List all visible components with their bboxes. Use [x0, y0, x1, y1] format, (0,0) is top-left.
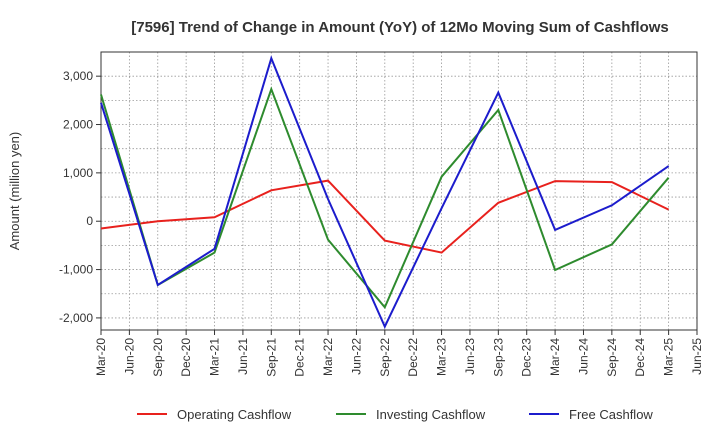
y-tick-label: -1,000	[59, 263, 93, 277]
x-tick-label: Sep-21	[264, 338, 278, 377]
y-tick-label: -2,000	[59, 311, 93, 325]
y-tick-label: 3,000	[63, 69, 93, 83]
y-tick-label: 0	[86, 214, 93, 228]
x-tick-label: Dec-24	[633, 338, 647, 377]
y-tick-label: 2,000	[63, 118, 93, 132]
plot-frame	[100, 51, 698, 331]
x-tick-label: Mar-22	[321, 338, 335, 376]
y-axis-label: Amount (million yen)	[7, 132, 22, 251]
x-tick-label: Jun-20	[122, 338, 136, 375]
x-axis-ticks: Mar-20 Jun-20 Sep-20 Dec-20 Mar-21 Jun-21 Sep-…	[94, 330, 704, 377]
x-tick-label: Jun-21	[236, 338, 250, 375]
x-tick-label: Mar-24	[548, 338, 562, 376]
x-tick-label: Jun-25	[690, 338, 704, 375]
x-tick-label: Dec-21	[293, 338, 307, 377]
x-tick-label: Mar-21	[208, 338, 222, 376]
x-tick-label: Sep-23	[491, 338, 505, 377]
free-cashflow-line	[100, 55, 670, 329]
investing-cashflow-legend-label: Investing Cashflow	[376, 407, 486, 422]
x-tick-label: Mar-20	[94, 338, 108, 376]
x-tick-label: Sep-20	[151, 338, 165, 377]
operating-cashflow-line	[100, 179, 670, 254]
x-tick-label: Sep-22	[378, 338, 392, 377]
chart-title: [7596] Trend of Change in Amount (YoY) o…	[131, 19, 669, 36]
x-tick-label: Jun-24	[576, 338, 590, 375]
x-tick-label: Mar-23	[435, 338, 449, 376]
free-cashflow-legend-label: Free Cashflow	[569, 407, 653, 422]
x-tick-label: Jun-22	[349, 338, 363, 375]
legend: Operating Cashflow Investing Cashflow Free…	[137, 407, 653, 422]
y-tick-label: 1,000	[63, 166, 93, 180]
x-tick-label: Dec-23	[520, 338, 534, 377]
operating-cashflow-legend-label: Operating Cashflow	[177, 407, 292, 422]
investing-cashflow-line	[100, 86, 670, 310]
x-tick-label: Jun-23	[463, 338, 477, 375]
series-lines	[100, 55, 670, 329]
x-tick-label: Dec-22	[406, 338, 420, 377]
x-tick-label: Dec-20	[179, 338, 193, 377]
grid	[100, 51, 698, 330]
x-tick-label: Sep-24	[605, 338, 619, 377]
y-axis-ticks: -2,000 -1,000 0 1,000 2,000 3,000	[59, 69, 101, 325]
x-tick-label: Mar-25	[662, 338, 676, 376]
